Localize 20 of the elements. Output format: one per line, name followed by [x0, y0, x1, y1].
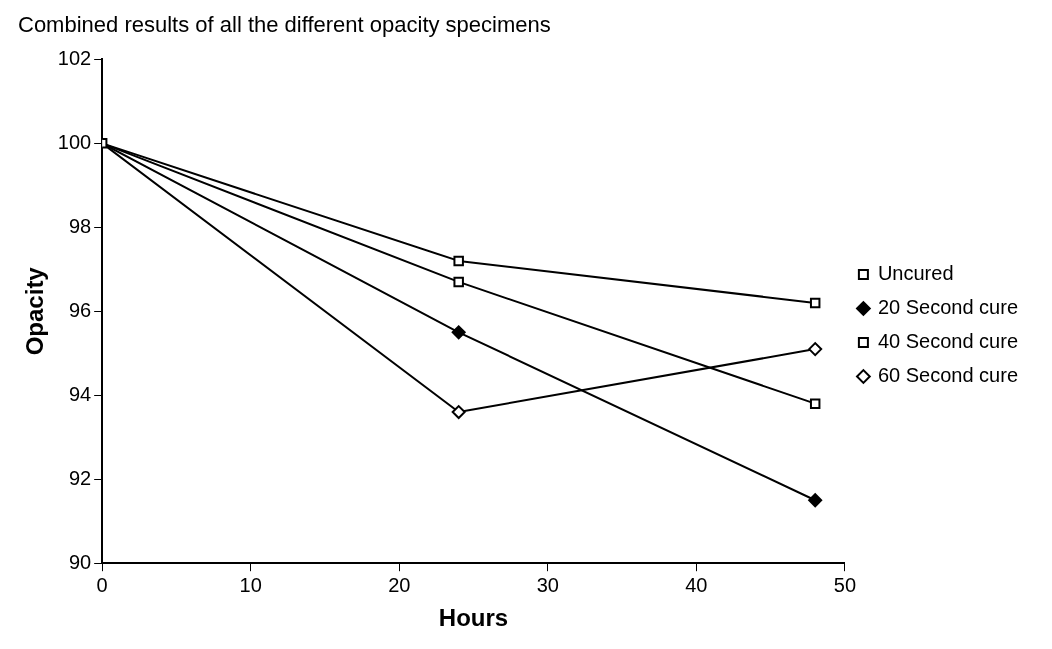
- legend-label: 40 Second cure: [877, 330, 1019, 353]
- x-axis-title: Hours: [438, 604, 509, 632]
- y-tick-label: 98: [68, 214, 92, 237]
- x-tick-label: 0: [96, 573, 108, 596]
- legend-label: 20 Second cure: [877, 296, 1019, 319]
- x-tick-label: 40: [685, 573, 708, 596]
- y-tick-label: 102: [57, 46, 92, 69]
- x-tick-label: 20: [388, 573, 411, 596]
- y-tick-label: 92: [68, 466, 92, 489]
- legend-label: 60 Second cure: [877, 364, 1019, 387]
- x-tick-label: 50: [833, 573, 857, 596]
- y-tick-label: 94: [68, 382, 92, 405]
- x-tick-label: 30: [536, 573, 559, 596]
- chart-title: Combined results of all the different opacity specimens: [18, 12, 551, 38]
- y-tick-label: 100: [57, 130, 92, 153]
- y-tick-label: 90: [68, 550, 92, 573]
- legend-label: Uncured: [877, 262, 954, 285]
- y-axis-title: Opacity: [21, 266, 49, 356]
- x-tick-label: 10: [239, 573, 262, 596]
- y-tick-label: 96: [68, 298, 92, 321]
